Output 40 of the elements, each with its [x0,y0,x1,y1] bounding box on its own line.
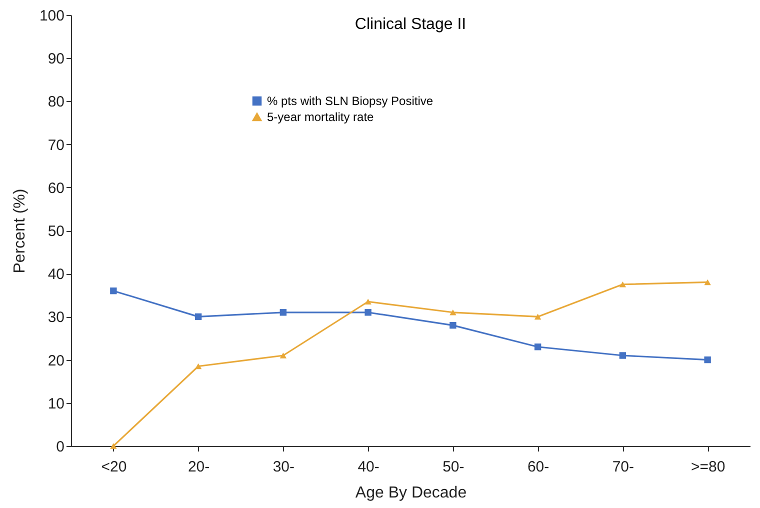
y-tick-label: 100 [39,8,64,24]
y-tick-label: 10 [48,395,64,412]
y-tick-label: 60 [48,180,64,197]
point [280,309,287,316]
y-tick-label: 20 [48,352,64,370]
point [280,352,287,358]
y-tick-label: 0 [56,438,64,456]
point [110,443,117,449]
point [450,309,456,316]
point [364,298,372,305]
point [110,287,117,294]
x-tick-label: <20 [101,458,127,476]
x-tick-label: 30- [272,458,295,476]
point [619,352,626,359]
y-tick-label: 40 [48,266,64,284]
point [450,322,456,329]
point [619,281,626,288]
y-tick-label: 50 [48,223,64,240]
y-tick-label: 30 [48,309,64,326]
point [704,279,711,286]
x-tick-label: 50- [442,458,464,476]
point [534,314,542,320]
point [364,309,372,316]
x-tick-label: 40- [358,458,380,476]
y-tick-label: 90 [48,50,64,68]
point [704,356,711,364]
y-tick-label: 70 [48,136,64,154]
x-tick-label: >=80 [690,458,726,476]
x-tick-label: 70- [612,458,634,476]
point [534,344,542,350]
x-tick-label: 60- [527,458,550,476]
y-axis-title: Percent (%) [11,188,28,274]
x-tick-label: 20- [188,458,210,476]
chart-title: Clinical Stage II [354,16,466,33]
y-tick-label: 80 [48,94,64,111]
x-axis-title: Age By Decade [355,484,467,502]
point [194,313,202,320]
legend-label: 5-year mortality rate [267,110,374,124]
point [194,363,202,370]
legend-label: % pts with SLN Biopsy Positive [267,94,434,108]
